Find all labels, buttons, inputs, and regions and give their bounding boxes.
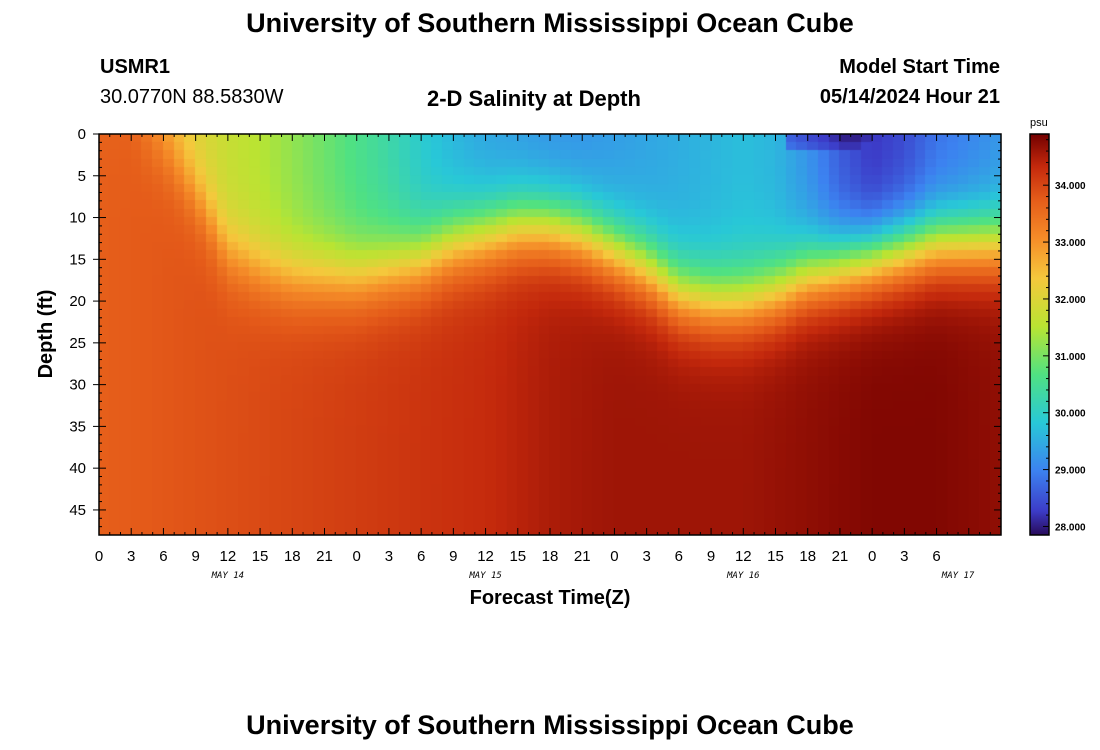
x-tick-label: 3 — [642, 548, 650, 565]
y-tick-label: 20 — [69, 293, 86, 310]
x-tick-label: 18 — [542, 548, 559, 565]
footer-title: University of Southern Mississippi Ocean… — [246, 710, 854, 740]
plot-frame — [98, 133, 1002, 536]
colorbar-unit: psu — [1030, 117, 1048, 129]
y-tick-label: 35 — [69, 418, 86, 435]
colorbar-tick-label: 32.000 — [1055, 295, 1086, 306]
date-label: MAY 17 — [941, 571, 975, 581]
colorbar: psu 28.000 29.000 30.000 31.000 32.000 33.000… — [1029, 117, 1086, 536]
x-tick-label: 6 — [417, 548, 425, 565]
x-tick-label: 12 — [735, 548, 752, 565]
y-tick-label: 5 — [78, 168, 86, 185]
date-label: MAY 14 — [211, 571, 245, 581]
x-tick-label: 6 — [675, 548, 683, 565]
x-tick-label: 15 — [767, 548, 784, 565]
x-tick-label: 0 — [353, 548, 361, 565]
x-tick-label: 18 — [284, 548, 301, 565]
x-tick-label: 15 — [509, 548, 526, 565]
x-tick-label: 15 — [252, 548, 269, 565]
y-tick-label: 10 — [69, 210, 86, 227]
station-coordinates: 30.0770N 88.5830W — [100, 86, 284, 108]
x-tick-label: 6 — [159, 548, 167, 565]
colorbar-tick-label: 29.000 — [1055, 466, 1086, 477]
colorbar-gradient — [1029, 133, 1050, 536]
y-tick-label: 25 — [69, 335, 86, 352]
x-tick-label: 21 — [316, 548, 333, 565]
x-tick-label: 0 — [868, 548, 876, 565]
y-tick-label: 0 — [78, 126, 86, 143]
station-id: USMR1 — [100, 56, 171, 78]
x-axis-title: Forecast Time(Z) — [470, 587, 631, 609]
colorbar-tick-label: 30.000 — [1055, 409, 1086, 420]
y-tick-label: 45 — [69, 502, 86, 519]
model-start-label: Model Start Time — [839, 56, 1000, 78]
salinity-heatmap — [99, 134, 1001, 535]
colorbar-tick-label: 33.000 — [1055, 238, 1086, 249]
x-tick-label: 21 — [574, 548, 591, 565]
x-tick-label: 18 — [799, 548, 816, 565]
colorbar-tick-label: 34.000 — [1055, 181, 1086, 192]
x-tick-label: 3 — [900, 548, 908, 565]
x-tick-label: 6 — [932, 548, 940, 565]
x-tick-label: 21 — [832, 548, 849, 565]
x-tick-label: 3 — [127, 548, 135, 565]
y-tick-label: 30 — [69, 377, 86, 394]
x-tick-label: 9 — [449, 548, 457, 565]
chart-subtitle: 2-D Salinity at Depth — [427, 86, 641, 111]
x-tick-label: 12 — [220, 548, 237, 565]
x-tick-label: 9 — [707, 548, 715, 565]
y-tick-label: 40 — [69, 460, 86, 477]
colorbar-tick-label: 28.000 — [1055, 522, 1086, 533]
x-tick-label: 3 — [385, 548, 393, 565]
date-label: MAY 16 — [726, 571, 760, 581]
y-tick-label: 15 — [69, 251, 86, 268]
x-tick-label: 0 — [610, 548, 618, 565]
x-tick-label: 9 — [191, 548, 199, 565]
colorbar-tick-label: 31.000 — [1055, 352, 1086, 363]
x-tick-label: 0 — [95, 548, 103, 565]
x-tick-label: 12 — [477, 548, 494, 565]
date-label: MAY 15 — [468, 571, 502, 581]
y-axis-title: Depth (ft) — [35, 290, 57, 379]
model-start-value: 05/14/2024 Hour 21 — [819, 86, 1000, 108]
page-title: University of Southern Mississippi Ocean… — [246, 8, 854, 38]
